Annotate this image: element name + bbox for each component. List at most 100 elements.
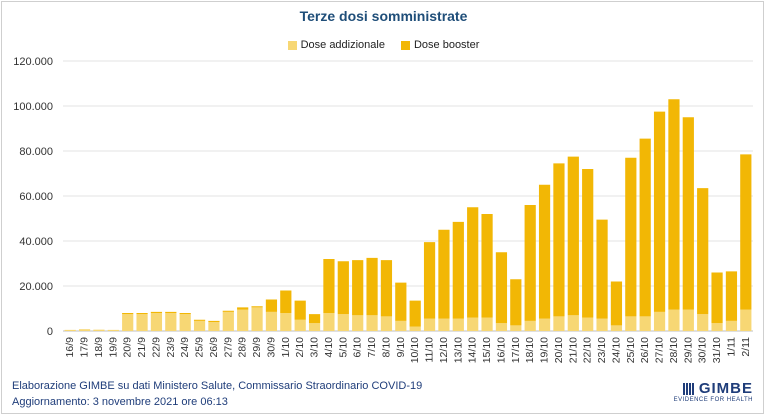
bar-dose-booster	[323, 259, 335, 313]
bar-dose-addizionale	[495, 323, 508, 331]
x-tick-label: 28/10	[668, 337, 680, 363]
x-tick-label: 17/9	[79, 337, 91, 358]
bar-dose-addizionale	[725, 320, 738, 331]
bar-dose-addizionale	[423, 318, 436, 331]
bar-dose-addizionale	[639, 316, 651, 331]
x-tick-label: 29/9	[251, 337, 263, 358]
bar-dose-addizionale	[122, 314, 134, 331]
x-tick-label: 26/9	[208, 337, 220, 358]
bar-dose-booster	[467, 207, 479, 318]
bar-dose-addizionale	[352, 315, 364, 331]
y-tick-label: 20.000	[19, 281, 53, 293]
bar-dose-addizionale	[711, 323, 723, 331]
bar-dose-addizionale	[653, 311, 666, 331]
x-tick-label: 26/10	[639, 337, 651, 363]
logo-brand: GIMBE	[674, 380, 753, 397]
x-tick-label: 31/10	[711, 337, 723, 363]
bar-dose-addizionale	[366, 315, 378, 331]
bar-dose-addizionale	[524, 320, 536, 331]
x-tick-label: 12/10	[438, 337, 450, 363]
x-tick-label: 29/10	[682, 337, 694, 363]
x-tick-label: 19/9	[107, 337, 119, 358]
x-tick-label: 7/10	[366, 337, 378, 358]
bar-dose-booster	[596, 219, 608, 319]
bar-dose-addizionale	[395, 320, 407, 331]
bar-dose-booster	[366, 257, 378, 316]
x-tick-label: 11/10	[424, 337, 436, 363]
logo-tagline: EVIDENCE FOR HEALTH	[673, 397, 753, 403]
bar-dose-booster	[352, 260, 364, 316]
bar-dose-addizionale	[323, 313, 335, 331]
x-tick-label: 4/10	[323, 337, 335, 358]
bar-dose-booster	[668, 99, 680, 310]
chart-title: Terze dosi somministrate	[299, 8, 468, 24]
bar-dose-booster	[280, 290, 292, 313]
x-tick-label: 10/10	[409, 337, 421, 363]
logo-brand-text: GIMBE	[698, 380, 753, 397]
bar-dose-addizionale	[337, 314, 349, 331]
x-tick-label: 2/10	[294, 337, 306, 358]
x-tick-label: 19/10	[539, 337, 551, 363]
footer-source: Elaborazione GIMBE su dati Ministero Sal…	[12, 380, 423, 392]
legend-item-addizionale: Dose addizionale	[287, 39, 385, 51]
x-tick-label: 27/9	[222, 337, 234, 358]
y-tick-label: 120.000	[13, 56, 53, 68]
bar-dose-booster	[697, 188, 709, 315]
bar-dose-booster	[725, 271, 738, 321]
bar-dose-booster	[481, 214, 493, 318]
bar-dose-booster	[222, 310, 234, 312]
gimbe-logo: GIMBE EVIDENCE FOR HEALTH	[674, 380, 753, 403]
bar-dose-booster	[165, 311, 177, 313]
x-tick-label: 24/10	[610, 337, 622, 363]
bar-dose-booster	[208, 320, 220, 322]
bar-dose-addizionale	[222, 311, 234, 331]
bar-dose-addizionale	[136, 314, 148, 331]
bar-dose-addizionale	[538, 318, 551, 331]
bar-dose-addizionale	[481, 317, 493, 331]
bar-dose-addizionale	[78, 329, 91, 331]
x-tick-label: 2/11	[740, 337, 752, 357]
bar-dose-booster	[337, 261, 349, 315]
x-tick-label: 20/9	[122, 337, 134, 358]
x-tick-label: 24/9	[179, 337, 191, 358]
bar-dose-addizionale	[165, 313, 177, 331]
x-tick-label: 25/10	[625, 337, 637, 363]
bar-dose-booster	[610, 281, 623, 326]
bar-dose-booster	[495, 252, 508, 324]
y-tick-label: 0	[47, 326, 53, 338]
x-tick-label: 22/9	[150, 337, 162, 358]
y-tick-label: 60.000	[19, 191, 53, 203]
x-tick-label: 1/10	[280, 337, 292, 358]
bar-dose-addizionale	[553, 316, 565, 331]
bar-dose-addizionale	[668, 309, 680, 331]
bar-chart: 0 20.000 40.000 60.000 80.000 100.000 120.000 1…	[13, 56, 753, 363]
legend-item-booster: Dose booster	[400, 39, 480, 51]
x-tick-label: 30/9	[265, 337, 277, 358]
bar-dose-addizionale	[625, 316, 637, 331]
y-tick-label: 80.000	[19, 146, 53, 158]
bar-dose-addizionale	[740, 309, 752, 331]
bar-dose-addizionale	[409, 326, 421, 331]
x-tick-label: 23/9	[165, 337, 177, 358]
x-tick-label: 5/10	[337, 337, 349, 358]
bar-dose-booster	[380, 260, 393, 317]
legend-label-booster: Dose booster	[413, 39, 480, 51]
x-tick-label: 30/10	[697, 337, 709, 363]
x-tick-label: 6/10	[352, 337, 364, 358]
bar-dose-booster	[395, 282, 407, 321]
bar-dose-booster	[653, 111, 666, 312]
footer-updated: Aggiornamento: 3 novembre 2021 ore 06:13	[12, 396, 228, 408]
bar-dose-booster	[294, 300, 306, 320]
x-tick-label: 21/9	[136, 337, 148, 358]
bar-dose-booster	[122, 313, 134, 315]
bar-dose-booster	[423, 242, 436, 319]
bar-dose-booster	[625, 157, 637, 317]
bar-dose-addizionale	[452, 318, 464, 331]
x-tick-label: 16/10	[495, 337, 507, 363]
x-tick-label: 16/9	[64, 337, 76, 358]
bar-dose-addizionale	[208, 322, 220, 331]
x-tick-label: 13/10	[452, 337, 464, 363]
x-tick-label: 18/9	[93, 337, 105, 358]
x-tick-label: 8/10	[380, 337, 392, 358]
